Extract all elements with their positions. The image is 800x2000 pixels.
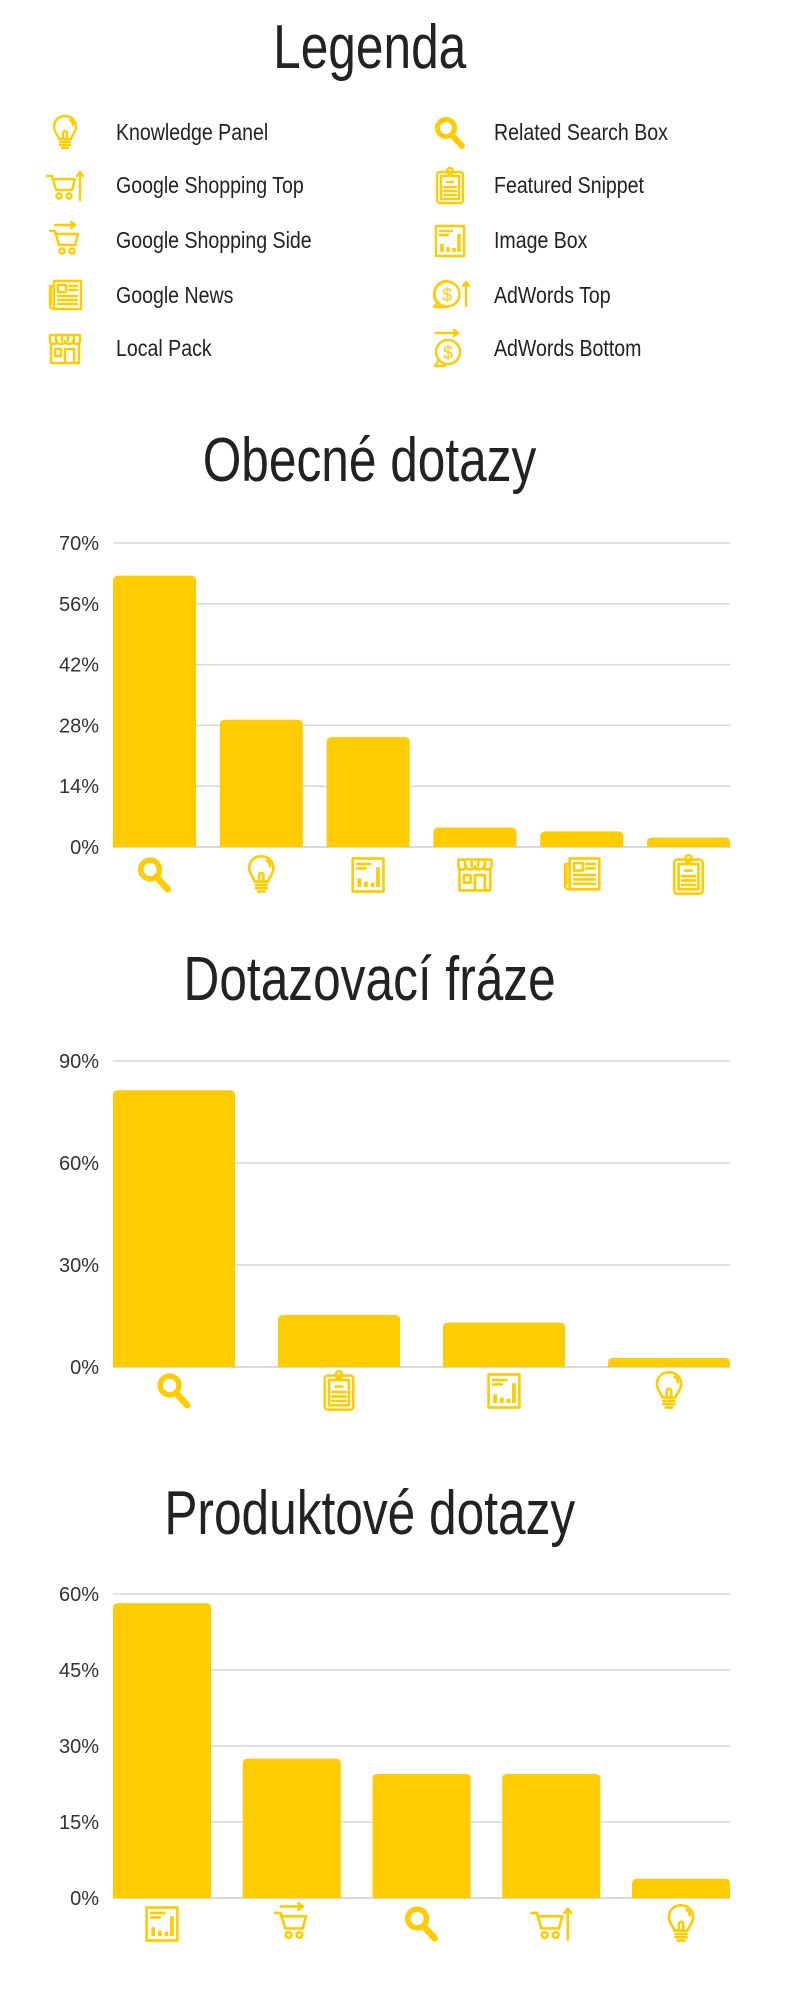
svg-text:$: $ [442,285,452,305]
y-tick-label: 42% [59,655,99,677]
svg-text:$: $ [443,343,453,363]
image-box-icon [145,1906,179,1942]
bar-image-box [326,737,410,847]
bulb-icon [667,1903,695,1942]
bar-clipboard [278,1314,400,1367]
bar-search [372,1773,471,1898]
cart-side-icon [273,1901,308,1940]
search-icon [157,1373,191,1409]
y-tick-label: 30% [59,1736,99,1758]
legend-icon-search-icon [430,113,470,153]
y-tick-label: 0% [70,1357,99,1379]
legend-icon-clipboard-icon [430,166,470,206]
y-tick-label: 60% [59,1153,99,1175]
y-tick-label: 56% [59,594,99,616]
bar-search [113,1090,235,1367]
legend-label: Google Shopping Top [116,172,304,198]
cart-up-icon [530,1907,573,1941]
bar-cart-up [502,1773,601,1898]
legend-label: Image Box [494,227,588,253]
y-tick-label: 60% [59,1584,99,1606]
bar-image-box [113,1603,211,1898]
y-tick-label: 14% [59,776,99,798]
legend-icon-bulb-icon [45,113,85,153]
image-box-icon [487,1373,521,1409]
search-icon [138,857,172,893]
bar-bulb [608,1357,730,1367]
legend-label: AdWords Top [494,282,611,308]
y-tick-label: 0% [70,1888,99,1910]
legend-label: Related Search Box [494,119,668,145]
y-tick-label: 28% [59,715,99,737]
bar-image-box [443,1322,565,1367]
chart-title-produktove: Produktové dotazy [164,1479,576,1548]
bar-clipboard [647,837,730,847]
bar-cart-side [242,1758,341,1898]
legend-icon-store-icon [45,329,85,369]
legend-label: Local Pack [116,335,212,361]
y-tick-label: 45% [59,1660,99,1682]
legend-icon-news-icon [45,276,85,316]
store-icon [457,858,493,892]
bar-bulb [632,1878,730,1898]
bar-news [540,831,624,847]
bulb-icon [247,854,275,893]
legend-icon-cart-side-icon [45,221,85,261]
chart-title-obecne: Obecné dotazy [203,426,537,495]
y-tick-label: 70% [59,533,99,555]
clipboard-icon [672,853,705,896]
bar-search [113,575,196,847]
legend-icon-cart-up-icon [45,166,85,206]
legend-icon-image-box-icon [430,221,470,261]
legend-title: Legenda [273,13,467,82]
bulb-icon [655,1370,683,1409]
legend-label: Knowledge Panel [116,119,269,145]
legend-label: Google Shopping Side [116,227,312,253]
bar-bulb [219,719,303,847]
y-tick-label: 0% [70,837,99,859]
legend-label: AdWords Bottom [494,335,642,361]
bar-store [433,827,517,847]
legend-label: Featured Snippet [494,172,644,198]
legend-icon-dollar-up-icon: $ [430,276,470,316]
legend-label: Google News [116,282,234,308]
y-tick-label: 15% [59,1812,99,1834]
legend-icon-dollar-side-icon: $ [430,329,470,369]
clipboard-icon [323,1369,355,1412]
news-icon [563,857,601,891]
chart-title-dotazovaci: Dotazovací fráze [183,945,557,1014]
image-box-icon [351,857,385,893]
y-tick-label: 90% [59,1051,99,1073]
search-icon [405,1906,439,1942]
y-tick-label: 30% [59,1255,99,1277]
